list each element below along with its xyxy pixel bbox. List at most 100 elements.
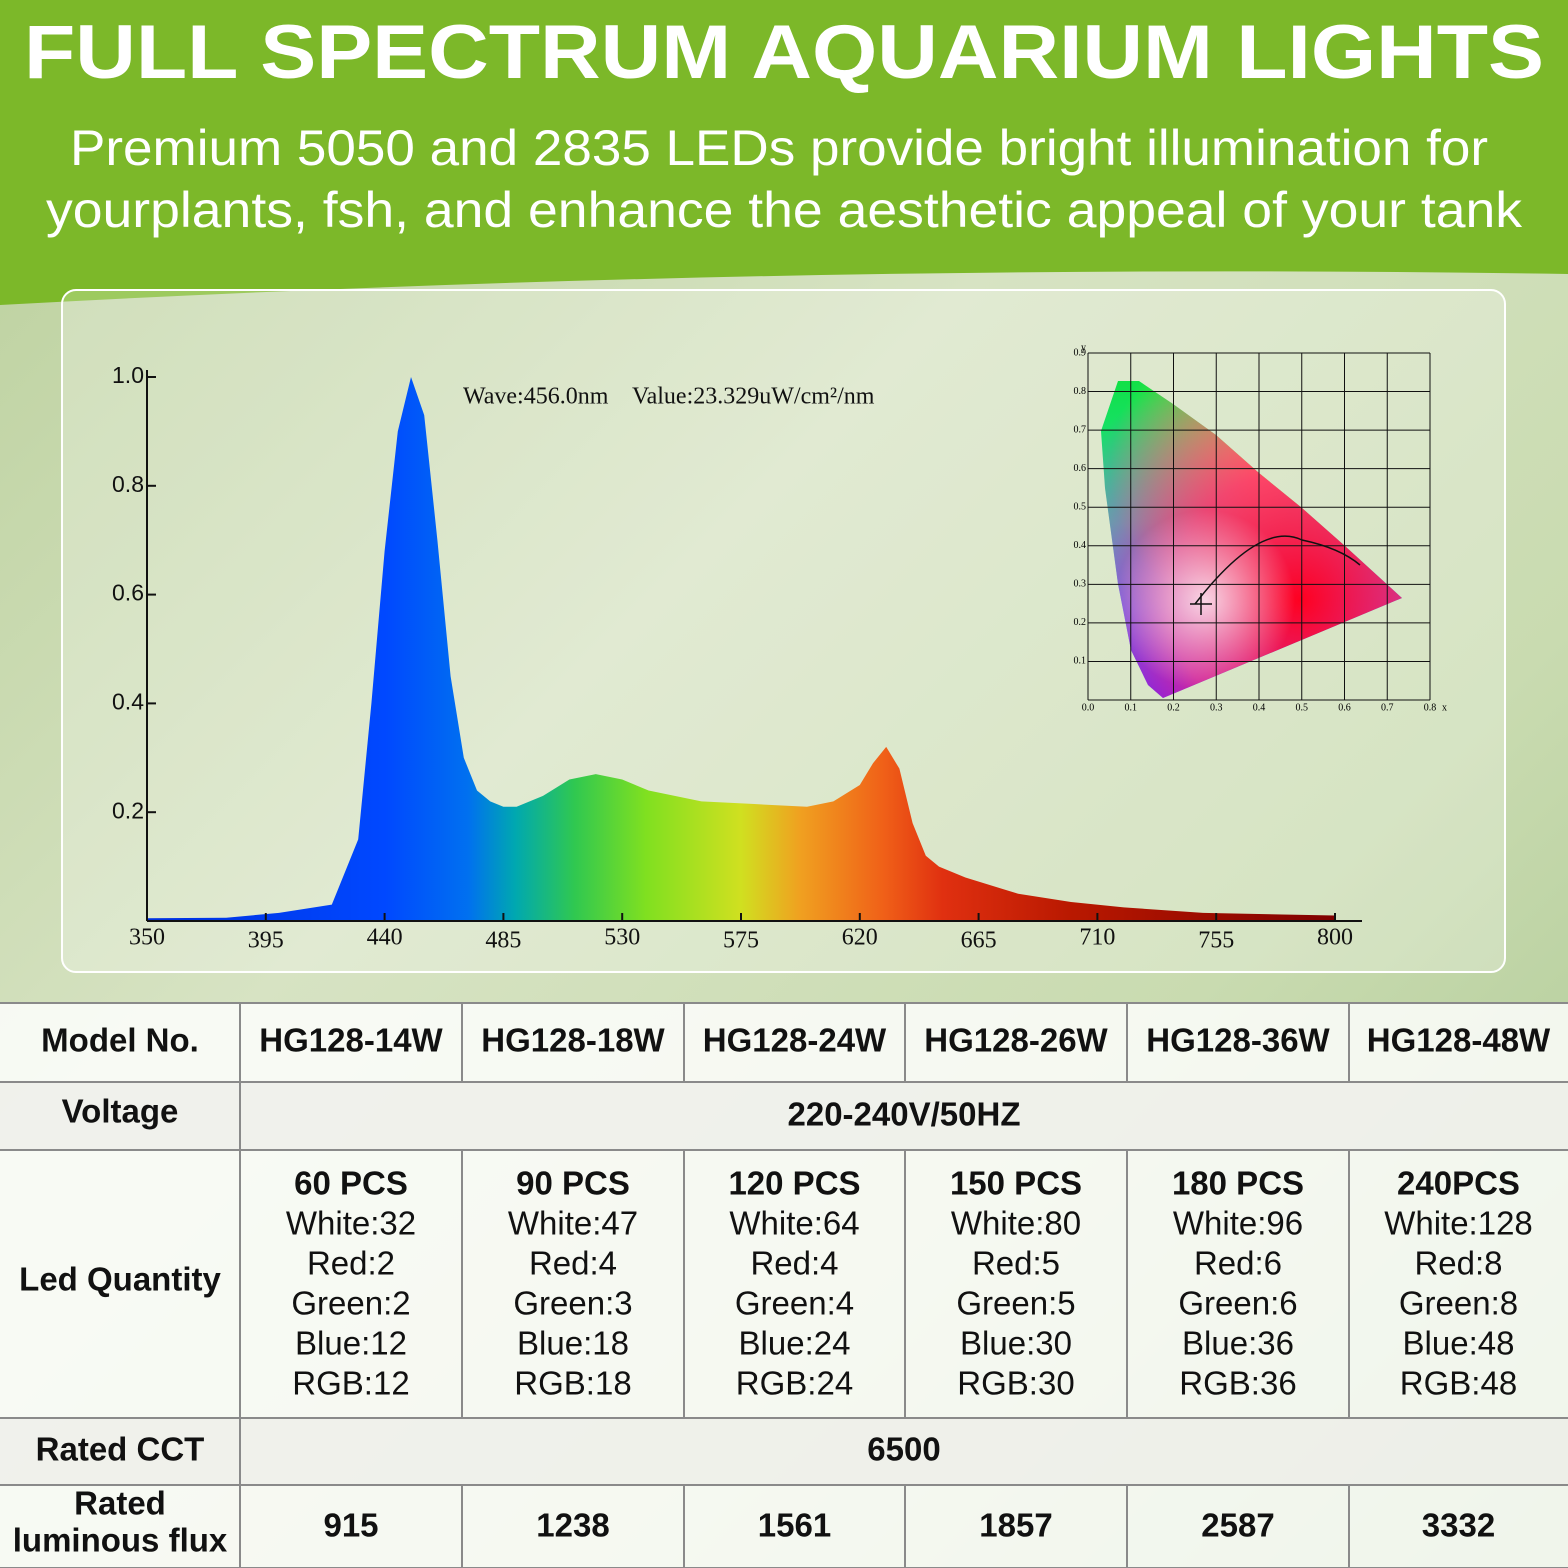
x-tick-label: 530: [604, 925, 640, 951]
x-tick-label: 350: [129, 925, 165, 951]
cie-y-tick: 0.3: [1074, 579, 1087, 590]
spec-table: Model No. HG128-14W HG128-18W HG128-24W HG12…: [0, 1002, 1568, 1568]
cie-x-tick: 0.6: [1338, 702, 1351, 713]
y-tick-label: 1.0: [112, 362, 144, 388]
cie-x-tick: 0.2: [1167, 702, 1180, 713]
cell: 2587: [1201, 1507, 1274, 1544]
cell: Red:5: [972, 1245, 1060, 1282]
model-name: HG128-26W: [924, 1022, 1108, 1059]
row-label: luminous flux: [13, 1522, 228, 1559]
cell: White:96: [1173, 1205, 1303, 1242]
x-tick-label: 800: [1317, 925, 1353, 951]
cell: White:47: [508, 1205, 638, 1242]
x-tick-label: 395: [248, 928, 284, 954]
cell: RGB:24: [736, 1365, 853, 1402]
cell: RGB:18: [514, 1365, 631, 1402]
cie-x-label: x: [1442, 702, 1447, 713]
cell: 240PCS: [1397, 1165, 1520, 1202]
cie-x-tick: 0.3: [1210, 702, 1223, 713]
model-name: HG128-36W: [1146, 1022, 1330, 1059]
cie-y-tick: 0.2: [1074, 617, 1087, 628]
cell: Blue:24: [739, 1325, 851, 1362]
cie-y-tick: 0.8: [1074, 386, 1087, 397]
cell: 120 PCS: [728, 1165, 860, 1202]
cie-y-tick: 0.7: [1074, 424, 1087, 435]
model-name: HG128-24W: [703, 1022, 887, 1059]
cell: Blue:48: [1403, 1325, 1515, 1362]
cie-y-tick: 0.4: [1074, 540, 1087, 551]
subtitle: yourplants, fsh, and enhance the aesthet…: [46, 182, 1523, 238]
cell: White:32: [286, 1205, 416, 1242]
cell: White:64: [729, 1205, 859, 1242]
x-tick-label: 755: [1198, 928, 1234, 954]
cell: Blue:36: [1182, 1325, 1294, 1362]
cell: 915: [323, 1507, 378, 1544]
cell: Red:4: [750, 1245, 838, 1282]
cell: Red:6: [1194, 1245, 1282, 1282]
cell: RGB:36: [1179, 1365, 1296, 1402]
table-band: [0, 1418, 1568, 1485]
cie-y-tick: 0.9: [1074, 347, 1087, 358]
cell: Red:2: [307, 1245, 395, 1282]
cell: 180 PCS: [1172, 1165, 1304, 1202]
cell: Blue:30: [960, 1325, 1072, 1362]
row-label: Rated CCT: [36, 1431, 205, 1468]
cell: White:128: [1384, 1205, 1533, 1242]
y-tick-label: 0.6: [112, 580, 144, 606]
cell: Green:2: [291, 1285, 410, 1322]
cell: Red:4: [529, 1245, 617, 1282]
cie-y-tick: 0.6: [1074, 463, 1087, 474]
title: FULL SPECTRUM AQUARIUM LIGHTS: [24, 10, 1544, 95]
row-label: Led Quantity: [19, 1261, 221, 1298]
cie-y-tick: 0.1: [1074, 656, 1087, 667]
cell: 60 PCS: [294, 1165, 408, 1202]
cell: 150 PCS: [950, 1165, 1082, 1202]
spectrum-area: [147, 377, 1335, 921]
cell: 90 PCS: [516, 1165, 630, 1202]
cie-x-tick: 0.1: [1125, 702, 1138, 713]
model-name: HG128-48W: [1367, 1022, 1551, 1059]
cell: Blue:12: [295, 1325, 407, 1362]
annotation: Wave:456.0nm Value:23.329uW/cm²/nm: [463, 384, 875, 410]
cell: White:80: [951, 1205, 1081, 1242]
header-band: [0, 0, 1568, 305]
cell: Green:5: [956, 1285, 1075, 1322]
cell: 3332: [1422, 1507, 1495, 1544]
model-name: HG128-18W: [481, 1022, 665, 1059]
subtitle: Premium 5050 and 2835 LEDs provide brigh…: [70, 120, 1488, 176]
row-label: Rated: [74, 1485, 166, 1522]
x-tick-label: 440: [367, 925, 403, 951]
cell: 1561: [758, 1507, 831, 1544]
cie-x-tick: 0.8: [1424, 702, 1437, 713]
cie-y-tick: 0.5: [1074, 502, 1087, 513]
x-tick-label: 485: [485, 928, 521, 954]
y-tick-label: 0.4: [112, 688, 144, 714]
cell: RGB:48: [1400, 1365, 1517, 1402]
cie-x-tick: 0.5: [1296, 702, 1309, 713]
x-tick-label: 710: [1079, 925, 1115, 951]
cell: RGB:30: [957, 1365, 1074, 1402]
cie-x-tick: 0.7: [1381, 702, 1394, 713]
cell: Green:4: [735, 1285, 854, 1322]
cell: Green:6: [1178, 1285, 1297, 1322]
cie-y-label: y: [1081, 342, 1086, 353]
spectrum-chart: 1.0 0.8 0.6 0.4 0.2 350 395 440 485 530 575 620 665 7…: [112, 362, 1362, 954]
x-tick-label: 575: [723, 928, 759, 954]
x-tick-label: 665: [961, 928, 997, 954]
cell: Red:8: [1414, 1245, 1502, 1282]
cell: 220-240V/50HZ: [788, 1096, 1021, 1133]
row-label: Model No.: [41, 1022, 199, 1059]
cell: 6500: [867, 1431, 940, 1468]
cell: Green:3: [513, 1285, 632, 1322]
row-label: Voltage: [62, 1093, 179, 1130]
y-tick-label: 0.2: [112, 797, 144, 823]
table-band: [0, 1082, 1568, 1150]
cell: Blue:18: [517, 1325, 629, 1362]
x-tick-label: 620: [842, 925, 878, 951]
cell: RGB:12: [292, 1365, 409, 1402]
cell: 1857: [979, 1507, 1052, 1544]
y-tick-label: 0.8: [112, 471, 144, 497]
cie-x-tick: 0.4: [1253, 702, 1266, 713]
model-name: HG128-14W: [259, 1022, 443, 1059]
